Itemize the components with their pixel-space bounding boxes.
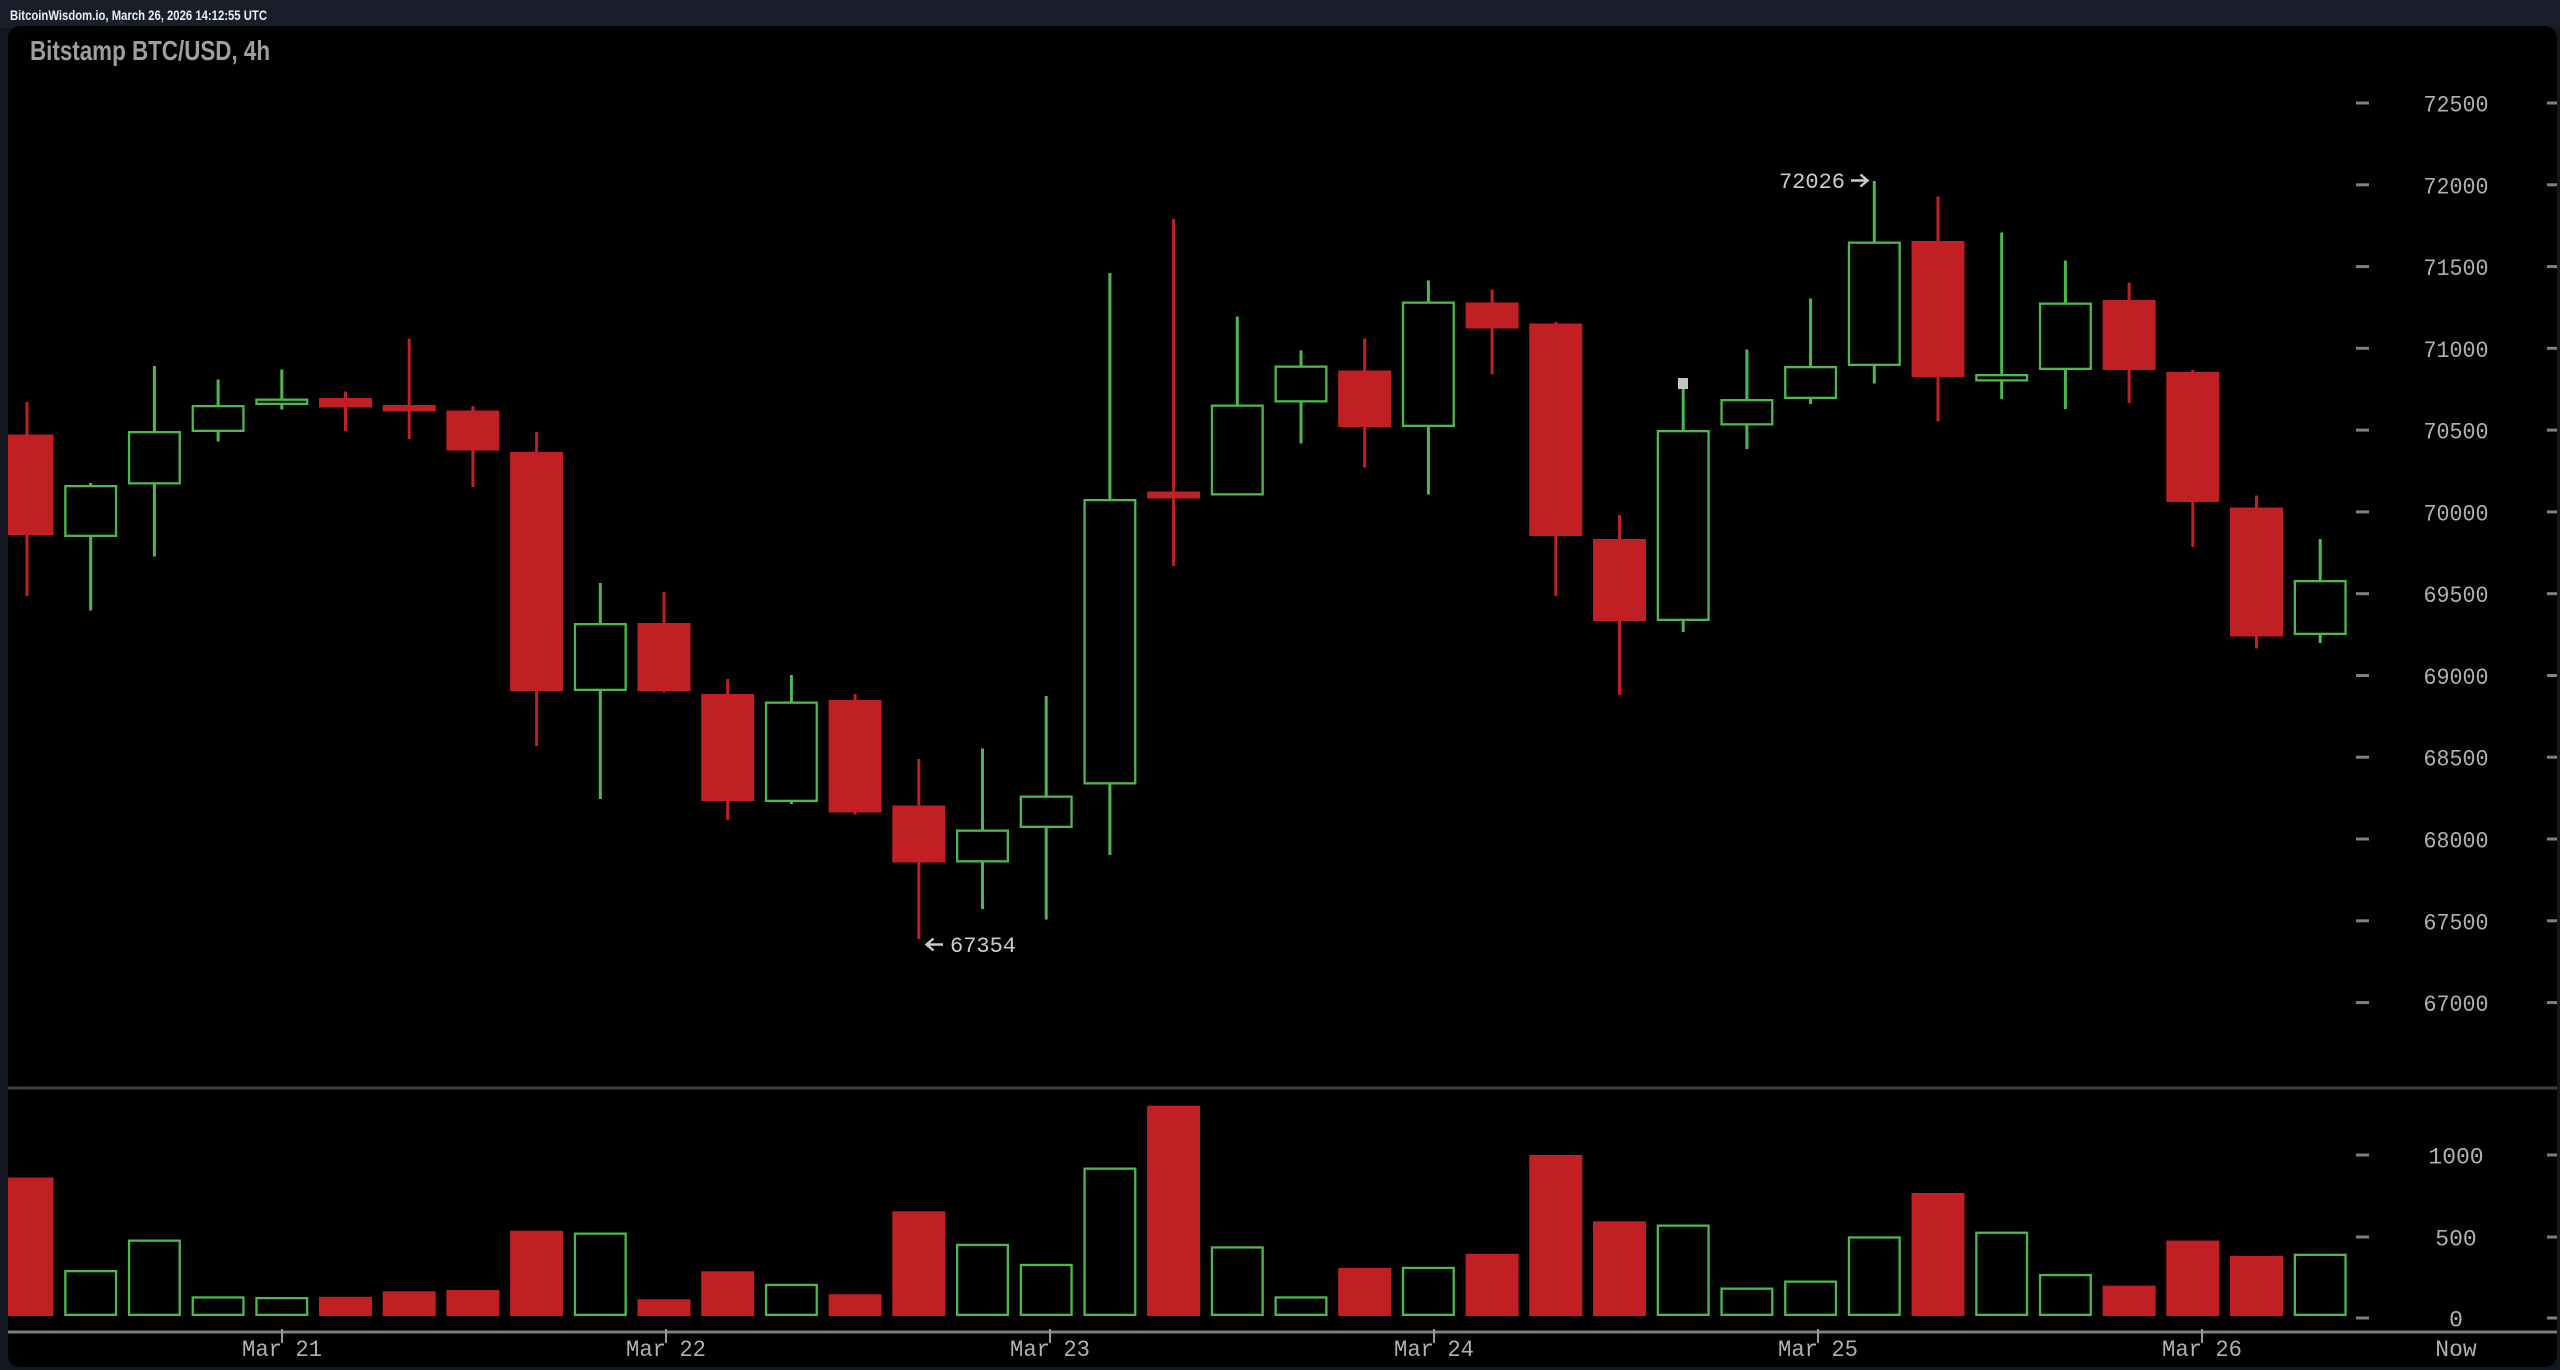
svg-text:68500: 68500 bbox=[2424, 747, 2489, 773]
svg-text:Mar 25: Mar 25 bbox=[1778, 1337, 1858, 1363]
svg-text:71000: 71000 bbox=[2424, 338, 2489, 364]
svg-text:Bitstamp BTC/USD, 4h: Bitstamp BTC/USD, 4h bbox=[30, 35, 270, 66]
svg-text:70500: 70500 bbox=[2424, 420, 2489, 446]
svg-text:70000: 70000 bbox=[2424, 501, 2489, 527]
svg-text:Now: Now bbox=[2435, 1337, 2477, 1363]
svg-text:Mar 23: Mar 23 bbox=[1010, 1337, 1090, 1363]
svg-text:67500: 67500 bbox=[2424, 910, 2489, 936]
svg-text:69000: 69000 bbox=[2424, 665, 2489, 691]
svg-text:67000: 67000 bbox=[2424, 992, 2489, 1018]
svg-text:72500: 72500 bbox=[2424, 93, 2489, 119]
svg-text:68000: 68000 bbox=[2424, 829, 2489, 855]
svg-text:72000: 72000 bbox=[2424, 174, 2489, 200]
svg-text:69500: 69500 bbox=[2424, 583, 2489, 609]
svg-text:67354: 67354 bbox=[950, 934, 1016, 959]
svg-text:71500: 71500 bbox=[2424, 256, 2489, 282]
svg-text:500: 500 bbox=[2435, 1227, 2476, 1253]
svg-text:1000: 1000 bbox=[2428, 1145, 2483, 1171]
svg-text:0: 0 bbox=[2449, 1308, 2463, 1334]
svg-text:Mar 22: Mar 22 bbox=[626, 1337, 706, 1363]
svg-text:Mar 24: Mar 24 bbox=[1394, 1337, 1474, 1363]
svg-text:Mar 21: Mar 21 bbox=[242, 1337, 322, 1363]
svg-text:Mar 26: Mar 26 bbox=[2162, 1337, 2242, 1363]
svg-text:BitcoinWisdom.io, March 26, 20: BitcoinWisdom.io, March 26, 2026 14:12:5… bbox=[10, 7, 267, 23]
svg-text:72026: 72026 bbox=[1779, 170, 1845, 195]
